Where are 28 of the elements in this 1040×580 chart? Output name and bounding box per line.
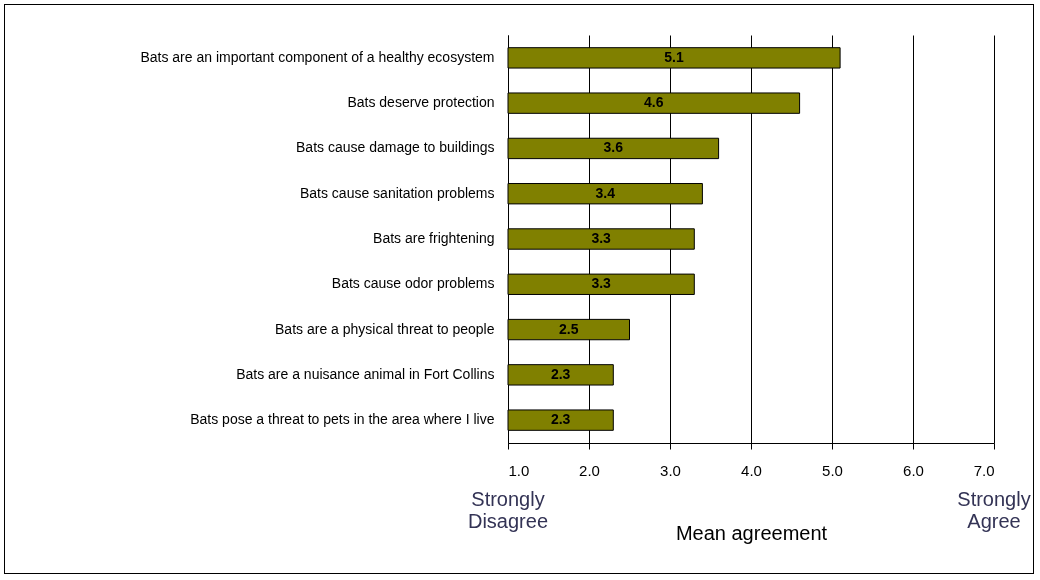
data-label: 2.5	[559, 320, 579, 337]
text: Strongly Agree	[957, 488, 1031, 532]
data-label: 3.3	[591, 230, 612, 246]
x-tick-label: 5.0	[822, 461, 843, 479]
y-tick-label: Bats are a physical threat to people	[275, 320, 495, 337]
data-label: 3.3	[591, 275, 612, 292]
y-tick-label: Bats cause odor problems	[331, 275, 495, 292]
y-tick-label: Bats cause sanitation problems	[299, 184, 495, 201]
data-label: 3.6	[603, 139, 624, 156]
y-tick-label: Bats cause damage to buildings	[296, 139, 495, 156]
x-axis-title: Mean agreement	[675, 521, 828, 544]
x-tick-label: 6.0	[903, 461, 924, 479]
x-tick-label: 3.0	[660, 461, 681, 479]
y-tick-label: Bats pose a threat to pets in the area where I live	[190, 411, 495, 428]
data-label: 2.3	[550, 365, 571, 382]
y-tick-label: Bats are frightening	[373, 230, 495, 246]
data-label: 4.6	[644, 94, 664, 111]
x-tick-label: 2.0	[579, 461, 600, 479]
x-tick-label: 1.0	[508, 461, 530, 479]
data-label: 5.1	[664, 48, 684, 65]
x-tick-label: 4.0	[741, 461, 762, 479]
data-label: 3.4	[595, 184, 616, 201]
text: Strongly Disagree	[467, 488, 549, 532]
data-label: 2.3	[550, 411, 571, 428]
y-tick-label: Bats deserve protection	[347, 94, 495, 111]
y-tick-label: Bats are a nuisance animal in Fort Collins	[236, 365, 495, 382]
y-tick-label: Bats are an important component of a healthy ecosystem	[140, 48, 495, 65]
x-tick-label: 7.0	[973, 461, 995, 479]
